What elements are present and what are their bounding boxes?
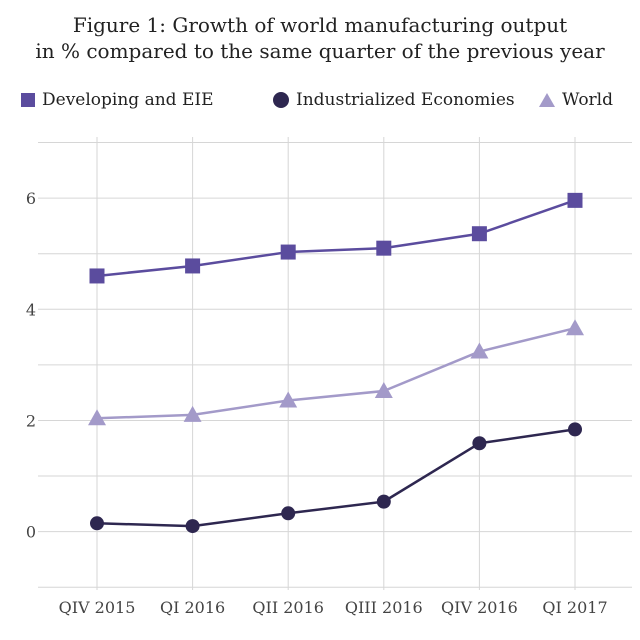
x-tick-label: QII 2016 [252,598,324,617]
data-point-square [471,226,487,242]
data-point-triangle [566,319,584,336]
data-point-triangle [279,391,298,408]
chart-legend: Developing and EIE Industrialized Econom… [0,90,640,114]
data-point-triangle [183,405,202,422]
legend-item-industrialized: Industrialized Economies [272,90,515,110]
circle-marker-icon [273,92,289,108]
data-point-triangle [470,342,489,359]
data-point-square [185,258,201,274]
y-tick-label: 4 [26,300,36,319]
legend-label-industrialized: Industrialized Economies [296,90,515,110]
data-point-square [280,244,296,260]
y-tick-label: 0 [26,523,36,542]
legend-item-world: World [538,90,613,110]
data-point-triangle [374,382,393,399]
y-tick-label: 2 [26,411,36,430]
legend-item-developing: Developing and EIE [20,90,214,110]
chart-title-line-1: Figure 1: Growth of world manufacturing … [72,13,568,37]
legend-label-world: World [562,90,613,110]
series-line-0 [96,199,576,278]
x-tick-label: QIV 2016 [441,598,518,617]
data-point-circle [376,494,391,509]
square-marker-icon [21,93,35,107]
series-line-2 [96,326,576,420]
x-tick-label: QI 2017 [542,598,607,617]
data-point-circle [472,436,487,451]
x-tick-label: QIII 2016 [345,598,423,617]
data-point-circle [90,516,104,531]
data-point-circle [568,422,582,437]
data-point-square [567,192,583,208]
data-point-square [89,268,105,284]
y-tick-label: 6 [26,189,36,208]
data-point-circle [281,506,296,521]
x-tick-label: QIV 2015 [59,598,136,617]
data-point-circle [185,519,200,534]
legend-label-developing: Developing and EIE [42,90,214,110]
chart-title-line-2: in % compared to the same quarter of the… [35,39,605,63]
triangle-marker-icon [539,93,555,107]
data-point-triangle [88,409,106,426]
x-tick-label: QI 2016 [160,598,225,617]
series-line-1 [96,428,576,528]
data-point-square [376,240,392,256]
